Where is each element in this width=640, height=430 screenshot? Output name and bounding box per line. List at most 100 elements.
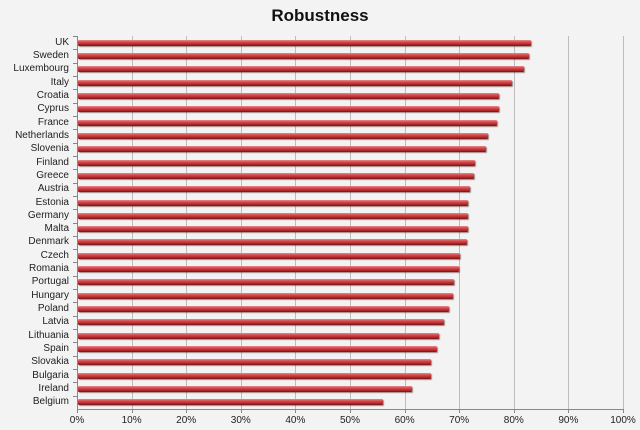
gridline <box>459 36 461 409</box>
x-tick <box>568 409 570 413</box>
y-category-label: Belgium <box>32 396 69 408</box>
gridline <box>623 36 624 409</box>
bar <box>78 199 468 206</box>
y-category-label: Poland <box>37 303 69 315</box>
bar <box>78 92 499 99</box>
y-tick <box>73 36 77 37</box>
y-tick <box>73 62 77 64</box>
y-category-label: Lithuania <box>28 329 69 341</box>
y-tick <box>73 222 77 224</box>
y-tick <box>73 249 77 251</box>
y-tick <box>73 382 77 384</box>
y-tick <box>73 369 77 371</box>
gridline <box>295 36 297 409</box>
y-tick <box>73 209 77 211</box>
x-tick <box>131 409 133 413</box>
y-tick <box>73 129 77 131</box>
bar <box>78 212 468 219</box>
y-category-label: Cyprus <box>37 103 69 115</box>
gridline <box>350 36 351 409</box>
y-tick <box>73 195 77 197</box>
bar <box>78 359 431 366</box>
x-tick <box>240 409 242 413</box>
bar <box>78 399 384 406</box>
bar <box>78 292 453 299</box>
y-tick <box>73 262 77 264</box>
bar <box>78 266 459 273</box>
gridline <box>568 36 570 409</box>
y-category-label: Hungary <box>31 289 69 301</box>
y-category-label: Portugal <box>31 276 69 288</box>
bar <box>78 172 474 179</box>
y-category-label: Sweden <box>32 49 69 61</box>
x-tick-label: 50% <box>339 415 360 426</box>
y-tick <box>73 169 77 171</box>
y-category-label: Slovakia <box>31 356 69 368</box>
y-tick <box>73 302 77 304</box>
x-tick-label: 100% <box>610 415 636 426</box>
y-category-label: Finland <box>36 156 69 168</box>
y-category-label: Ireland <box>38 383 69 395</box>
bar <box>78 226 468 233</box>
y-category-label: UK <box>55 36 69 48</box>
bar <box>78 132 489 139</box>
y-tick <box>73 102 77 104</box>
y-tick <box>73 49 77 51</box>
x-tick <box>404 409 406 413</box>
bar <box>78 52 529 59</box>
y-tick <box>73 115 77 117</box>
y-tick <box>73 142 77 144</box>
y-category-label: Slovenia <box>30 143 69 155</box>
bar <box>78 332 439 339</box>
y-category-label: France <box>37 116 69 128</box>
y-category-label: Croatia <box>36 89 69 101</box>
y-category-label: Malta <box>44 223 69 235</box>
y-category-label: Czech <box>40 249 69 261</box>
x-tick-label: 30% <box>230 415 251 426</box>
y-category-label: Bulgaria <box>32 369 69 381</box>
y-tick <box>73 342 77 344</box>
gridline <box>240 36 242 409</box>
y-category-label: Germany <box>27 209 69 221</box>
x-tick-label: 0% <box>69 415 85 426</box>
bar <box>78 79 513 86</box>
y-tick <box>73 289 77 291</box>
bar <box>78 239 467 246</box>
x-tick <box>459 409 461 413</box>
y-tick <box>73 329 77 331</box>
y-category-label: Luxembourg <box>13 63 69 75</box>
x-tick <box>513 409 515 413</box>
x-tick-label: 80% <box>503 415 524 426</box>
plot-area <box>77 36 624 409</box>
y-category-label: Romania <box>28 263 69 275</box>
x-tick-label: 60% <box>394 415 415 426</box>
y-category-label: Latvia <box>42 316 69 328</box>
x-tick <box>77 409 78 413</box>
bar <box>78 106 499 113</box>
gridline <box>186 36 188 409</box>
x-tick <box>295 409 297 413</box>
x-tick-label: 40% <box>285 415 306 426</box>
y-category-label: Spain <box>43 343 69 355</box>
y-category-label: Austria <box>37 183 69 195</box>
chart-title: Robustness <box>271 6 369 25</box>
bar <box>78 346 437 353</box>
bar <box>78 146 486 153</box>
bar <box>78 119 497 126</box>
bar <box>78 386 413 393</box>
x-tick-label: 20% <box>176 415 197 426</box>
y-tick <box>73 89 77 91</box>
x-tick-label: 90% <box>558 415 579 426</box>
y-tick <box>73 155 77 157</box>
bar <box>78 186 471 193</box>
y-tick <box>73 235 77 237</box>
y-tick <box>73 275 77 277</box>
y-tick <box>73 395 77 397</box>
gridline <box>513 36 515 409</box>
bar <box>78 159 475 166</box>
bar <box>78 252 460 259</box>
x-tick-label: 10% <box>121 415 142 426</box>
x-tick <box>350 409 351 413</box>
gridline <box>404 36 406 409</box>
y-tick <box>73 182 77 184</box>
